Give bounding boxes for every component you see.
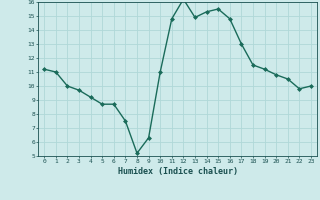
X-axis label: Humidex (Indice chaleur): Humidex (Indice chaleur): [118, 167, 238, 176]
